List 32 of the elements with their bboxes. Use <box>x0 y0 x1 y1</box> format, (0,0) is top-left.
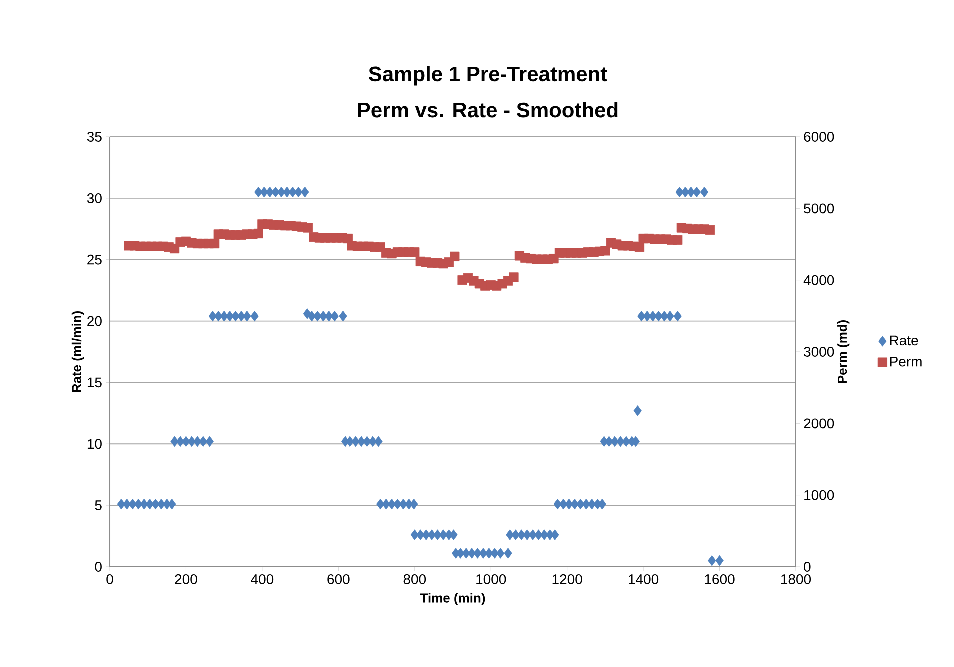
x-tick-label: 600 <box>328 574 350 584</box>
chart-title: Sample 1 Pre-Treatment <box>368 66 608 86</box>
x-tick-label: 1200 <box>552 574 582 584</box>
y-tick-label: 20 <box>88 316 102 326</box>
x-tick-label: 1800 <box>781 574 812 584</box>
x-tick-label: 0 <box>106 574 114 584</box>
chart-subtitle: Perm vs. Rate - Smoothed <box>358 102 618 118</box>
y2-tick-label: 5000 <box>804 204 834 214</box>
y-tick-label: 15 <box>88 378 102 388</box>
y-tick-label: 25 <box>88 254 102 265</box>
legend-label: Rate <box>890 336 918 346</box>
y-axis-title: Rate (ml/min) <box>72 311 84 392</box>
y-tick-label: 30 <box>87 193 102 204</box>
y2-tick-label: 1000 <box>804 490 834 500</box>
y2-axis-title: Perm (md) <box>838 320 850 384</box>
y-tick-label: 5 <box>95 500 102 510</box>
x-tick-label: 1600 <box>705 574 735 584</box>
y-tick-label: 10 <box>88 439 102 450</box>
x-tick-label: 800 <box>404 574 426 584</box>
y2-tick-label: 0 <box>804 562 811 572</box>
x-tick-label: 400 <box>251 574 274 584</box>
x-tick-label: 1000 <box>476 574 506 584</box>
y2-tick-label: 6000 <box>804 132 834 142</box>
y-tick-label: 0 <box>95 562 102 572</box>
x-tick-label: 1400 <box>629 574 659 584</box>
y-tick-label: 35 <box>87 132 102 142</box>
x-tick-label: 200 <box>175 574 198 584</box>
legend-label: Perm <box>890 356 922 367</box>
y2-tick-label: 3000 <box>804 347 834 357</box>
y2-tick-label: 4000 <box>804 275 834 286</box>
x-axis-title: Time (min) <box>420 593 486 606</box>
y2-tick-label: 2000 <box>804 418 834 429</box>
